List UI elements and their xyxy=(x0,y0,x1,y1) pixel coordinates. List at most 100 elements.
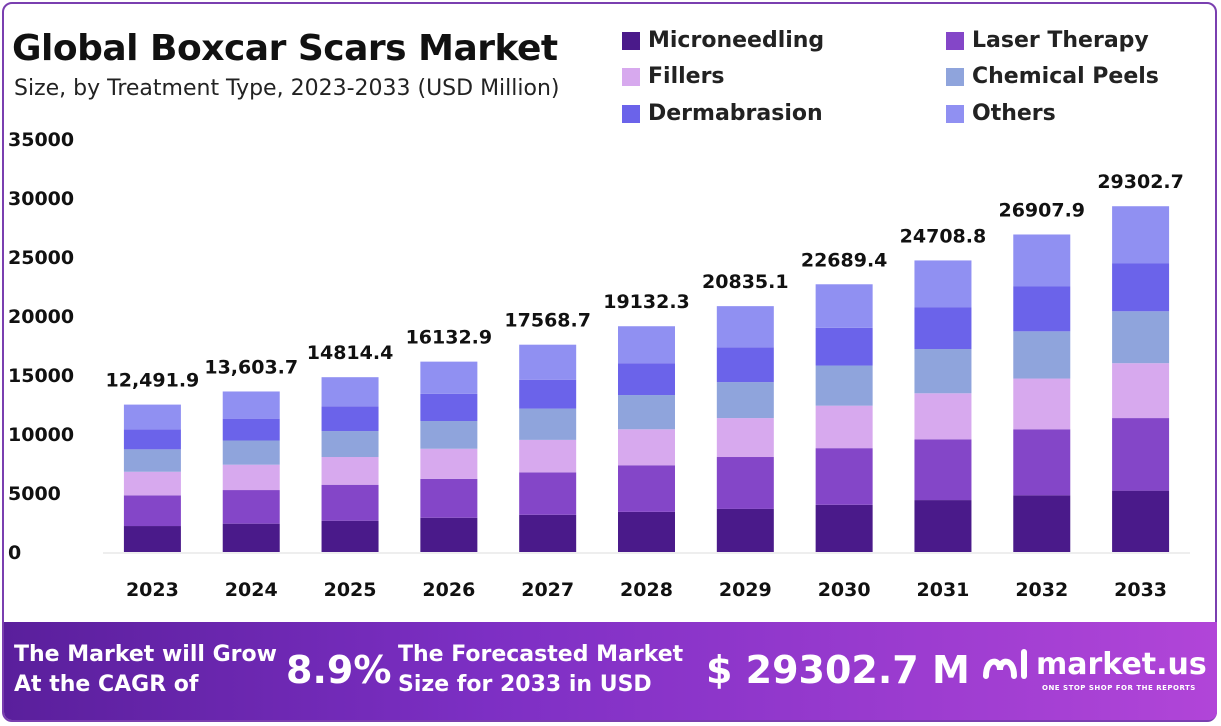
x-tick-label: 2031 xyxy=(917,579,970,601)
legend-swatch xyxy=(946,104,964,123)
bar-segment-others xyxy=(519,344,577,380)
bar-total-label: 14814.4 xyxy=(307,342,394,364)
bar-segment-laser-therapy xyxy=(716,457,774,509)
footer-banner: The Market will Grow At the CAGR of 8.9%… xyxy=(4,622,1217,720)
bar-segment-microneedling xyxy=(1112,490,1170,552)
x-tick-label: 2030 xyxy=(818,579,871,601)
bar-segment-microneedling xyxy=(123,526,181,552)
legend-item-dermabrasion: Dermabrasion xyxy=(622,101,823,126)
forecast-value: $ 29302.7 M xyxy=(706,648,970,692)
y-tick-label: 5000 xyxy=(8,483,61,505)
bar-segment-dermabrasion xyxy=(222,418,280,441)
legend-label: Laser Therapy xyxy=(972,28,1149,53)
brand-logo: market.us ONE STOP SHOP FOR THE REPORTS xyxy=(980,644,1207,692)
bar-segment-fillers xyxy=(618,429,675,466)
chart-subtitle: Size, by Treatment Type, 2023-2033 (USD … xyxy=(14,76,560,101)
bar-segment-fillers xyxy=(716,418,774,458)
x-tick-label: 2023 xyxy=(126,579,179,601)
x-tick-label: 2025 xyxy=(324,579,377,601)
bar-segment-fillers xyxy=(420,448,478,479)
bar-segment-fillers xyxy=(815,405,873,449)
bar-segment-dermabrasion xyxy=(914,307,972,350)
legend-item-chemical-peels: Chemical Peels xyxy=(946,64,1159,89)
bar-segment-chemical-peels xyxy=(914,349,972,394)
bar-total-label: 20835.1 xyxy=(702,271,789,293)
cagr-label-line1: The Market will Grow xyxy=(14,642,277,667)
bar-total-label: 12,491.9 xyxy=(106,370,200,392)
y-tick-label: 15000 xyxy=(8,365,74,387)
bar-segment-others xyxy=(123,404,181,430)
y-tick-label: 25000 xyxy=(8,247,74,269)
bar-segment-others xyxy=(1112,206,1170,264)
bar-total-label: 17568.7 xyxy=(504,310,591,332)
bar-segment-others xyxy=(618,326,675,364)
y-tick-label: 30000 xyxy=(8,188,74,210)
bar-segment-fillers xyxy=(519,439,577,473)
legend-label: Dermabrasion xyxy=(648,101,823,126)
bar-segment-dermabrasion xyxy=(321,406,379,432)
bar-segment-chemical-peels xyxy=(618,395,675,430)
bar-segment-laser-therapy xyxy=(618,465,675,512)
x-tick-label: 2027 xyxy=(521,579,574,601)
x-tick-label: 2026 xyxy=(422,579,475,601)
bar-segment-chemical-peels xyxy=(123,449,181,472)
bar-segment-chemical-peels xyxy=(519,408,577,440)
cagr-value: 8.9% xyxy=(286,648,392,692)
legend-swatch xyxy=(946,67,964,86)
legend-swatch xyxy=(622,104,640,123)
bar-segment-laser-therapy xyxy=(123,495,181,527)
x-tick-label: 2029 xyxy=(719,579,772,601)
bar-segment-dermabrasion xyxy=(123,429,181,450)
bar-total-label: 26907.9 xyxy=(998,199,1085,221)
bar-segment-chemical-peels xyxy=(815,365,873,406)
bar-segment-chemical-peels xyxy=(1112,311,1170,364)
bar-segment-fillers xyxy=(321,457,379,485)
bar-segment-others xyxy=(321,377,379,407)
y-tick-label: 10000 xyxy=(8,424,74,446)
x-tick-label: 2028 xyxy=(620,579,673,601)
bar-segment-microneedling xyxy=(914,500,972,552)
forecast-label-line1: The Forecasted Market xyxy=(398,642,684,667)
legend-swatch xyxy=(622,31,640,50)
y-tick-label: 20000 xyxy=(8,306,74,328)
bar-segment-dermabrasion xyxy=(815,327,873,366)
bar-segment-others xyxy=(815,284,873,328)
bar-total-label: 19132.3 xyxy=(603,291,690,313)
legend-swatch xyxy=(622,67,640,86)
stacked-bar-chart: 0 5000 10000 15000 20000 25000 30000 35000 12,49… xyxy=(8,129,1190,601)
bar-segment-microneedling xyxy=(618,511,675,552)
x-tick-label: 2024 xyxy=(225,579,278,601)
bar-segment-microneedling xyxy=(815,504,873,552)
bar-segment-laser-therapy xyxy=(1112,418,1170,491)
bar-segment-others xyxy=(1013,234,1071,287)
y-tick-label: 35000 xyxy=(8,129,74,151)
x-tick-label: 2033 xyxy=(1114,579,1167,601)
bar-segment-dermabrasion xyxy=(519,379,577,409)
bar-segment-microneedling xyxy=(420,517,478,552)
bar-total-label: 29302.7 xyxy=(1097,171,1184,193)
bar-total-label: 22689.4 xyxy=(801,249,888,271)
bar-segment-others xyxy=(716,306,774,348)
bar-segment-others xyxy=(914,260,972,308)
bar-segment-laser-therapy xyxy=(321,484,379,521)
bar-segment-chemical-peels xyxy=(420,421,478,449)
bar-segment-fillers xyxy=(123,471,181,496)
legend-swatch xyxy=(946,31,964,50)
y-tick-label: 0 xyxy=(8,542,21,564)
x-tick-label: 2032 xyxy=(1015,579,1068,601)
brand-tagline: ONE STOP SHOP FOR THE REPORTS xyxy=(1042,684,1196,692)
legend-label: Others xyxy=(972,101,1056,126)
legend-item-microneedling: Microneedling xyxy=(622,28,824,53)
legend-label: Microneedling xyxy=(648,28,825,53)
legend-label: Fillers xyxy=(648,64,725,89)
bar-segment-chemical-peels xyxy=(716,382,774,419)
legend-label: Chemical Peels xyxy=(972,64,1159,89)
bar-segment-laser-therapy xyxy=(519,472,577,515)
bar-segment-chemical-peels xyxy=(1013,331,1071,379)
bar-segment-laser-therapy xyxy=(1013,429,1071,496)
bar-segment-dermabrasion xyxy=(618,363,675,396)
bar-segment-fillers xyxy=(914,393,972,440)
bar-segment-fillers xyxy=(1112,363,1170,419)
bar-segment-others xyxy=(222,391,280,419)
bar-total-label: 24708.8 xyxy=(900,225,987,247)
